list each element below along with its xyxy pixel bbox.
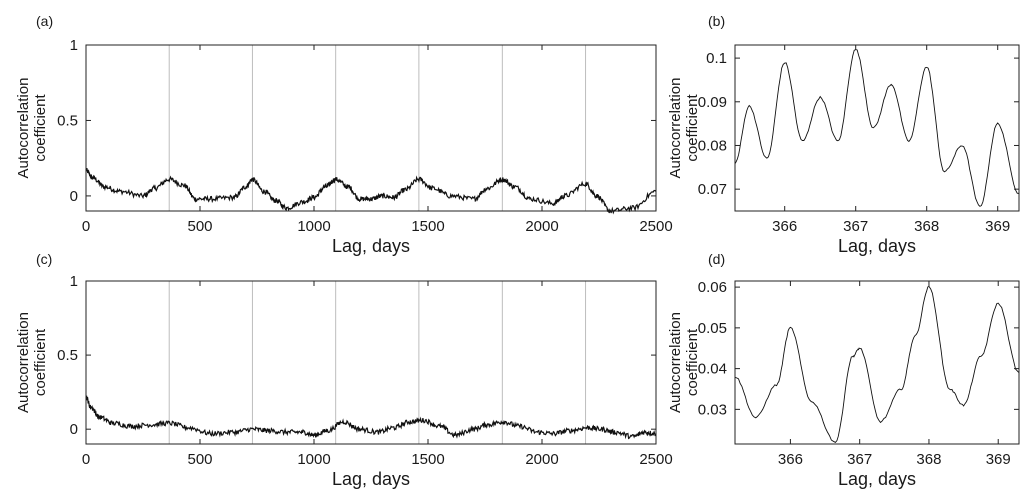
x-tick-label: 500 (187, 218, 212, 235)
x-axis-label: Lag, days (332, 236, 410, 256)
y-tick-label: 1 (70, 273, 78, 290)
x-tick-label: 2000 (525, 451, 558, 468)
panel-c-label: (c) (36, 251, 52, 267)
chart-panel-b: 366 367 368 369 0.07 0.08 0.09 0.1 Lag, days Auto… (667, 44, 1020, 256)
series-line (734, 49, 1020, 207)
x-tick-label: 1500 (411, 218, 444, 235)
y-tick-label: 0 (70, 421, 78, 438)
y-tick-label: 0.07 (698, 181, 727, 198)
y-axis-label-line: Autocorrelation (667, 312, 684, 413)
y-tick-label: 0.5 (57, 347, 78, 364)
x-tick-label: 1000 (297, 218, 330, 235)
chart-panel-c: 0 500 1000 1500 2000 2500 0 0.5 1 Lag, days Autoco… (15, 273, 673, 489)
y-axis-label: Autocorrelationcoefficient (667, 78, 701, 179)
x-tick-label: 367 (843, 218, 868, 235)
y-tick-label: 0.5 (57, 112, 78, 129)
x-tick-label: 368 (914, 218, 939, 235)
series-line (85, 395, 657, 440)
y-axis-label: Autocorrelationcoefficient (667, 312, 701, 413)
x-tick-label: 500 (187, 451, 212, 468)
series-line (85, 167, 657, 215)
y-tick-label: 0.05 (698, 320, 727, 337)
series-line (734, 285, 1020, 443)
chart-panel-a: 0 500 1000 1500 2000 2500 0 0.5 1 Lag, days Autoco… (15, 37, 673, 256)
x-tick-label: 0 (82, 451, 90, 468)
y-axis-label: Autocorrelationcoefficient (15, 78, 49, 179)
x-axis-label: Lag, days (838, 236, 916, 256)
x-tick-label: 369 (985, 218, 1010, 235)
panel-b-label: (b) (708, 13, 725, 29)
plot-frame (85, 280, 657, 445)
y-tick-label: 0 (70, 188, 78, 205)
y-axis-label-line: coefficient (32, 94, 49, 162)
x-tick-label: 2000 (525, 218, 558, 235)
chart-panel-d: 366 367 368 369 0.03 0.04 0.05 0.06 Lag, days Aut… (667, 279, 1020, 489)
y-tick-label: 1 (70, 37, 78, 54)
y-axis-label-line: coefficient (684, 94, 701, 162)
x-tick-label: 2500 (639, 451, 672, 468)
y-axis-label: Autocorrelationcoefficient (15, 312, 49, 413)
y-tick-label: 0.04 (698, 361, 727, 378)
y-tick-label: 0.08 (698, 137, 727, 154)
x-tick-label: 1000 (297, 451, 330, 468)
y-tick-label: 0.1 (706, 50, 727, 67)
y-tick-label: 0.03 (698, 401, 727, 418)
y-tick-label: 0.06 (698, 279, 727, 296)
y-axis-label-line: Autocorrelation (667, 78, 684, 179)
x-tick-label: 366 (772, 218, 797, 235)
plot-frame (734, 44, 1020, 212)
x-tick-label: 367 (847, 451, 872, 468)
x-tick-label: 0 (82, 218, 90, 235)
y-axis-label-line: coefficient (684, 328, 701, 396)
panel-d-label: (d) (708, 251, 725, 267)
x-tick-label: 1500 (411, 451, 444, 468)
y-axis-label-line: Autocorrelation (15, 312, 32, 413)
x-tick-label: 2500 (639, 218, 672, 235)
plot-frame (85, 44, 657, 212)
y-axis-label-line: Autocorrelation (15, 78, 32, 179)
x-tick-label: 366 (778, 451, 803, 468)
y-tick-label: 0.09 (698, 94, 727, 111)
x-tick-label: 369 (986, 451, 1011, 468)
panel-a-label: (a) (36, 13, 53, 29)
x-tick-label: 368 (916, 451, 941, 468)
y-axis-label-line: coefficient (32, 328, 49, 396)
plot-frame (734, 280, 1020, 445)
x-axis-label: Lag, days (838, 469, 916, 489)
x-axis-label: Lag, days (332, 469, 410, 489)
